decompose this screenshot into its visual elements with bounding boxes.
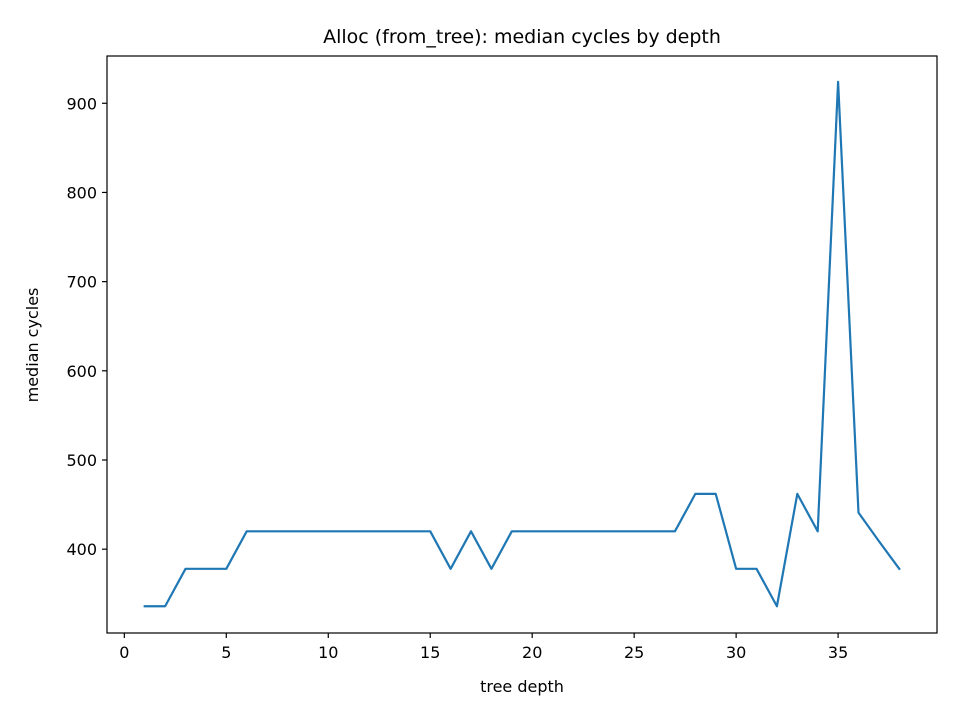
x-tick-label: 20 xyxy=(522,643,542,662)
y-tick-label: 800 xyxy=(66,183,97,202)
series-line-0 xyxy=(143,80,901,608)
x-axis-label: tree depth xyxy=(480,677,564,696)
x-tick-label: 25 xyxy=(624,643,644,662)
x-tick-label: 5 xyxy=(221,643,231,662)
x-tick-label: 35 xyxy=(828,643,848,662)
y-axis-label: median cycles xyxy=(23,288,42,403)
y-tick-label: 500 xyxy=(66,451,97,470)
x-tick-label: 15 xyxy=(420,643,440,662)
y-tick-label: 600 xyxy=(66,362,97,381)
x-tick-label: 0 xyxy=(119,643,129,662)
chart-title: Alloc (from_tree): median cycles by dept… xyxy=(323,26,721,48)
y-tick-label: 400 xyxy=(66,540,97,559)
axes-frame xyxy=(106,55,938,634)
x-tick-label: 30 xyxy=(726,643,746,662)
x-tick-label: 10 xyxy=(318,643,338,662)
y-tick-label: 900 xyxy=(66,94,97,113)
y-tick-label: 700 xyxy=(66,273,97,292)
plot-area: 0 5 10 15 20 25 30 35 400 500 600 700 800 900 xyxy=(66,55,938,662)
